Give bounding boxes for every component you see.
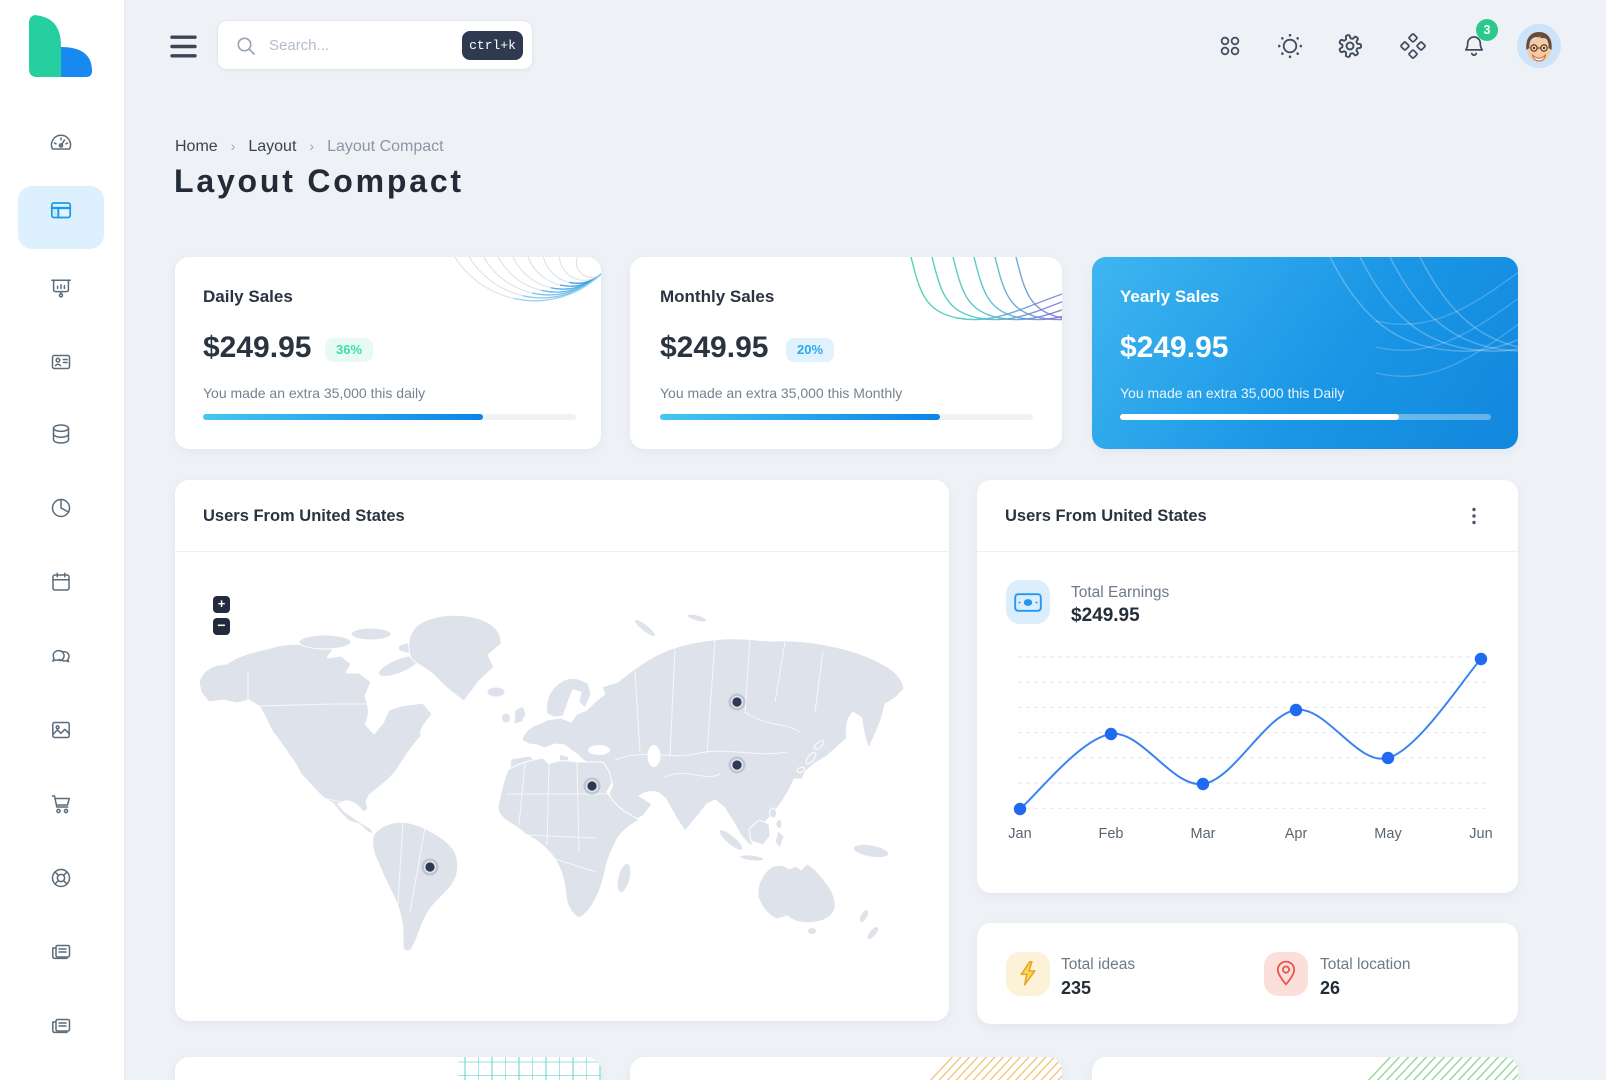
- svg-text:Apr: Apr: [1285, 826, 1308, 842]
- svg-text:Jun: Jun: [1469, 826, 1492, 842]
- svg-text:Mar: Mar: [1191, 826, 1216, 842]
- svg-text:Jan: Jan: [1008, 826, 1031, 842]
- svg-text:Feb: Feb: [1099, 826, 1124, 842]
- svg-text:May: May: [1374, 826, 1402, 842]
